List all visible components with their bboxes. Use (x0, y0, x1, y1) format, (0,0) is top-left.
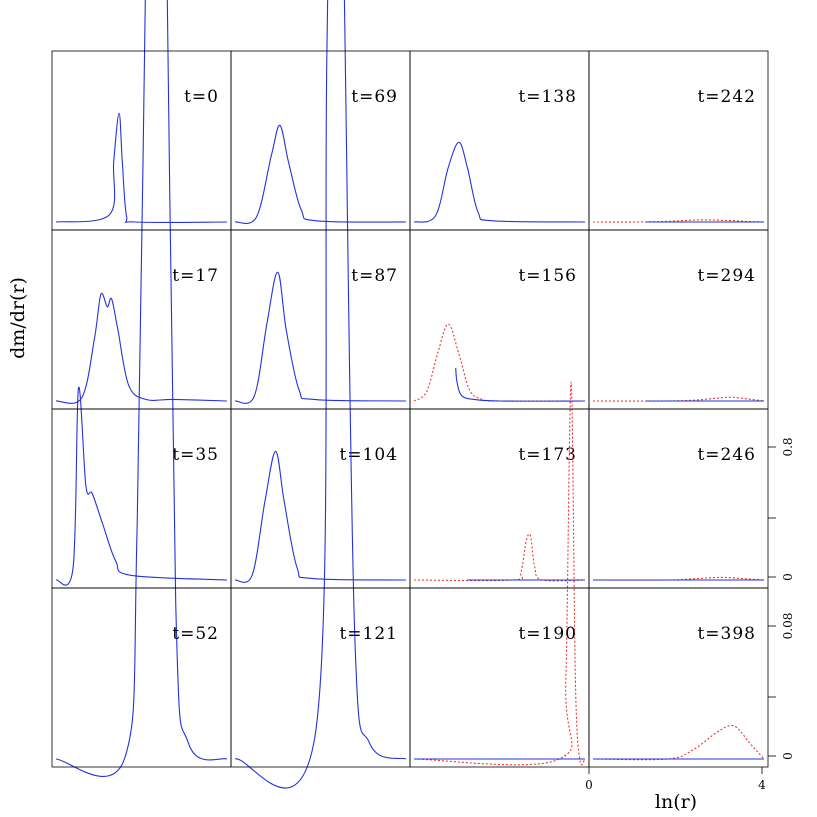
panel-label: t=138 (518, 87, 577, 107)
series-line-dotted (592, 396, 765, 402)
panel-t-87: t=87 (234, 266, 407, 404)
panel-label: t=246 (697, 445, 756, 465)
panel-frame (409, 587, 590, 768)
panel-label: t=294 (697, 266, 756, 286)
panels-layer: t=0 t=17 t=35 t=52 t=69 t=87 t=104 t=121 t=138 t=… (55, 0, 765, 789)
panel-frame (409, 408, 590, 589)
panel-label: t=17 (172, 266, 219, 286)
panel-t-156: t=156 (413, 266, 586, 402)
panel-label: t=104 (339, 445, 398, 465)
series-line-solid (55, 386, 228, 586)
panel-label: t=156 (518, 266, 577, 286)
panel-t-398: t=398 (592, 624, 765, 761)
panel-frame (51, 50, 232, 231)
series-line-solid (55, 292, 228, 404)
y-tick-label: 0 (781, 573, 795, 581)
x-tick-label: 4 (758, 778, 766, 792)
panel-frame (588, 408, 769, 589)
panel-t-121: t=121 (234, 0, 407, 789)
panel-t-242: t=242 (592, 87, 765, 223)
panel-label: t=69 (351, 87, 398, 107)
series-line-dotted (413, 381, 586, 766)
panel-label: t=190 (518, 624, 577, 644)
panel-label: t=35 (172, 445, 219, 465)
series-line-dotted (592, 724, 765, 761)
panel-frame (409, 50, 590, 231)
panel-t-69: t=69 (234, 87, 407, 224)
panel-label: t=398 (697, 624, 756, 644)
panel-frame (588, 50, 769, 231)
series-line-solid (234, 450, 407, 583)
series-line-solid (413, 141, 586, 223)
panel-t-17: t=17 (55, 266, 228, 404)
series-line-solid (455, 367, 586, 402)
panel-frame (230, 408, 411, 589)
panel-frame (409, 229, 590, 410)
panel-frame (588, 587, 769, 768)
panel-t-138: t=138 (413, 87, 586, 223)
panel-t-35: t=35 (55, 386, 228, 586)
panel-label: t=52 (172, 624, 219, 644)
series-line-solid (234, 124, 407, 224)
panel-t-246: t=246 (592, 445, 765, 581)
panel-t-0: t=0 (55, 87, 228, 223)
panel-label: t=242 (697, 87, 756, 107)
panel-t-173: t=173 (413, 445, 586, 582)
panel-label: t=0 (184, 87, 219, 107)
series-line-solid (55, 112, 228, 223)
panel-t-104: t=104 (234, 445, 407, 583)
series-line-solid (55, 0, 228, 777)
ticks-layer: 0 4 0 0.8 0 0.08 (585, 437, 795, 792)
y-tick-label: 0.08 (781, 613, 795, 640)
panel-frame (51, 408, 232, 589)
panel-frame (588, 229, 769, 410)
frame-layer (51, 50, 769, 768)
y-tick-label: 0 (781, 752, 795, 760)
panel-label: t=87 (351, 266, 398, 286)
panel-frame (230, 50, 411, 231)
panel-label: t=173 (518, 445, 577, 465)
x-axis-title: ln(r) (655, 791, 697, 813)
series-line-dotted (413, 323, 586, 402)
y-axis-title: dm/dr(r) (7, 277, 29, 359)
panel-t-294: t=294 (592, 266, 765, 402)
series-line-dotted (413, 533, 586, 582)
x-tick-label: 0 (585, 778, 593, 792)
series-line-solid (234, 0, 407, 789)
panel-frame (51, 587, 232, 768)
y-tick-label: 0.8 (781, 437, 795, 456)
panel-t-190: t=190 (413, 381, 586, 766)
series-line-dotted (592, 219, 765, 223)
series-line-solid (234, 271, 407, 404)
panel-label: t=121 (339, 624, 398, 644)
panel-t-52: t=52 (55, 0, 228, 777)
